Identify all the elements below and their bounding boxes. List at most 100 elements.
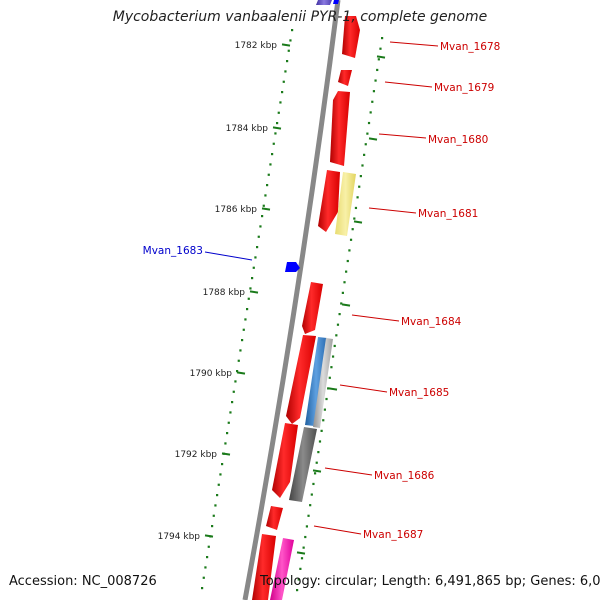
major-tick xyxy=(328,387,338,391)
scale-tick-dot xyxy=(264,194,267,197)
scale-tick-dot xyxy=(232,390,235,393)
scale-tick-dot xyxy=(372,90,376,93)
scale-tick-dot xyxy=(317,451,320,454)
scale-tick-dot xyxy=(219,473,222,476)
scale-tick-dot xyxy=(327,387,330,390)
gene-label: Mvan_1683 xyxy=(143,245,203,257)
scale-tick-dot xyxy=(216,494,219,497)
scale-tick-dot xyxy=(256,246,259,249)
scale-tick-dot xyxy=(302,546,305,549)
scale-tick-dot xyxy=(351,228,354,231)
scale-tick-dot xyxy=(322,419,325,422)
gene-label: Mvan_1680 xyxy=(428,134,488,146)
scale-tick-dot xyxy=(262,204,265,207)
scale-tick-dot xyxy=(363,153,366,156)
scale-tick-dot xyxy=(369,111,372,114)
scale-tick-dot xyxy=(229,411,232,414)
scale-tick-dot xyxy=(217,483,220,486)
gene-labels: Mvan_1678 Mvan_1679 Mvan_1680 Mvan_1681 Mvan… xyxy=(143,41,501,541)
scale-tick-dot xyxy=(312,482,315,486)
scale-tick-dot xyxy=(249,287,252,290)
scale-tick-dot xyxy=(259,225,262,228)
scale-tick-dot xyxy=(309,504,312,507)
scale-tick-dot xyxy=(261,215,264,218)
scale-tick-dot xyxy=(272,142,275,145)
scale-tick-dot xyxy=(349,238,353,241)
scale-tick-dot xyxy=(307,514,310,517)
scale-label: 1792 kbp xyxy=(175,450,218,460)
scale-tick-dot xyxy=(359,175,362,178)
scale-tick-dot xyxy=(227,421,230,424)
scale-tick-dot xyxy=(331,355,335,358)
scale-tick-dot xyxy=(226,432,229,435)
scale-tick-dot xyxy=(221,463,224,466)
scale-tick-dot xyxy=(336,323,340,326)
gene-arrow-lower-1 xyxy=(252,534,276,600)
scale-tick-dot xyxy=(300,557,304,560)
scale-tick-dot xyxy=(304,535,307,539)
scale-ticks xyxy=(201,29,386,592)
scale-tick-dot xyxy=(315,461,318,464)
scale-label: 1782 kbp xyxy=(235,41,278,51)
major-tick xyxy=(353,220,363,224)
scale-tick-dot xyxy=(211,525,214,528)
scale-tick-dot xyxy=(231,401,234,404)
gene-label-leader xyxy=(324,467,373,476)
scale-tick-dot xyxy=(341,291,344,294)
scale-tick-dot xyxy=(328,376,331,379)
gene-label-leader xyxy=(368,207,417,214)
scale-tick-dot xyxy=(201,587,204,590)
scale-tick-dot xyxy=(207,545,210,548)
gene-label-leader xyxy=(378,133,427,139)
scale-tick-dot xyxy=(330,366,333,369)
scale-tick-dot xyxy=(296,589,299,592)
scale-tick-dot xyxy=(241,339,244,342)
gene-arrow-mvan-1680 xyxy=(330,91,350,166)
gene-features xyxy=(252,0,360,600)
map-title: Mycobacterium vanbaalenii PYR-1, complet… xyxy=(112,9,488,25)
scale-tick-dot xyxy=(281,91,284,94)
gene-label-leader xyxy=(351,314,400,322)
scale-tick-dot xyxy=(313,472,317,475)
scale-tick-dot xyxy=(371,100,374,103)
scale-tick-dot xyxy=(284,70,287,73)
scale-tick-dot xyxy=(212,514,215,517)
scale-tick-dot xyxy=(333,344,336,348)
scale-tick-dot xyxy=(364,143,367,146)
major-tick xyxy=(261,207,271,211)
scale-label: 1786 kbp xyxy=(215,205,258,215)
major-tick xyxy=(249,290,259,294)
scale-tick-dot xyxy=(323,408,326,411)
gene-label-leader xyxy=(313,525,362,535)
gene-block-mvan-1685-grey xyxy=(313,338,333,428)
gene-arrow-mvan-1678 xyxy=(342,16,360,58)
scale-label: 1788 kbp xyxy=(203,288,246,298)
scale-tick-dot xyxy=(239,349,242,352)
scale-tick-dot xyxy=(318,440,322,443)
scale-tick-dot xyxy=(320,429,323,432)
scale-tick-dot xyxy=(244,318,247,321)
scale-tick-dot xyxy=(287,49,290,52)
scale-tick-dot xyxy=(367,121,371,125)
backbone-arc xyxy=(242,0,341,601)
scale-tick-dot xyxy=(251,277,254,280)
scale-tick-dot xyxy=(297,578,300,581)
scale-tick-dot xyxy=(291,29,294,32)
major-tick xyxy=(221,452,231,456)
scale-tick-dot xyxy=(345,270,348,273)
scale-tick-dot xyxy=(376,68,379,72)
scale-labels: 1782 kbp 1784 kbp 1786 kbp 1788 kbp 1790 kbp… xyxy=(158,41,278,542)
major-tick xyxy=(296,551,306,555)
gene-label: Mvan_1679 xyxy=(434,82,494,94)
scale-tick-dot xyxy=(271,153,274,156)
major-tick xyxy=(204,534,214,538)
scale-tick-dot xyxy=(269,163,272,166)
genome-backbone xyxy=(242,0,341,601)
scale-tick-dot xyxy=(325,397,328,401)
scale-label: 1784 kbp xyxy=(226,124,269,134)
scale-tick-dot xyxy=(366,132,369,135)
gene-label-leader xyxy=(384,81,433,88)
gene-arrow-mvan-1685 xyxy=(286,335,316,424)
